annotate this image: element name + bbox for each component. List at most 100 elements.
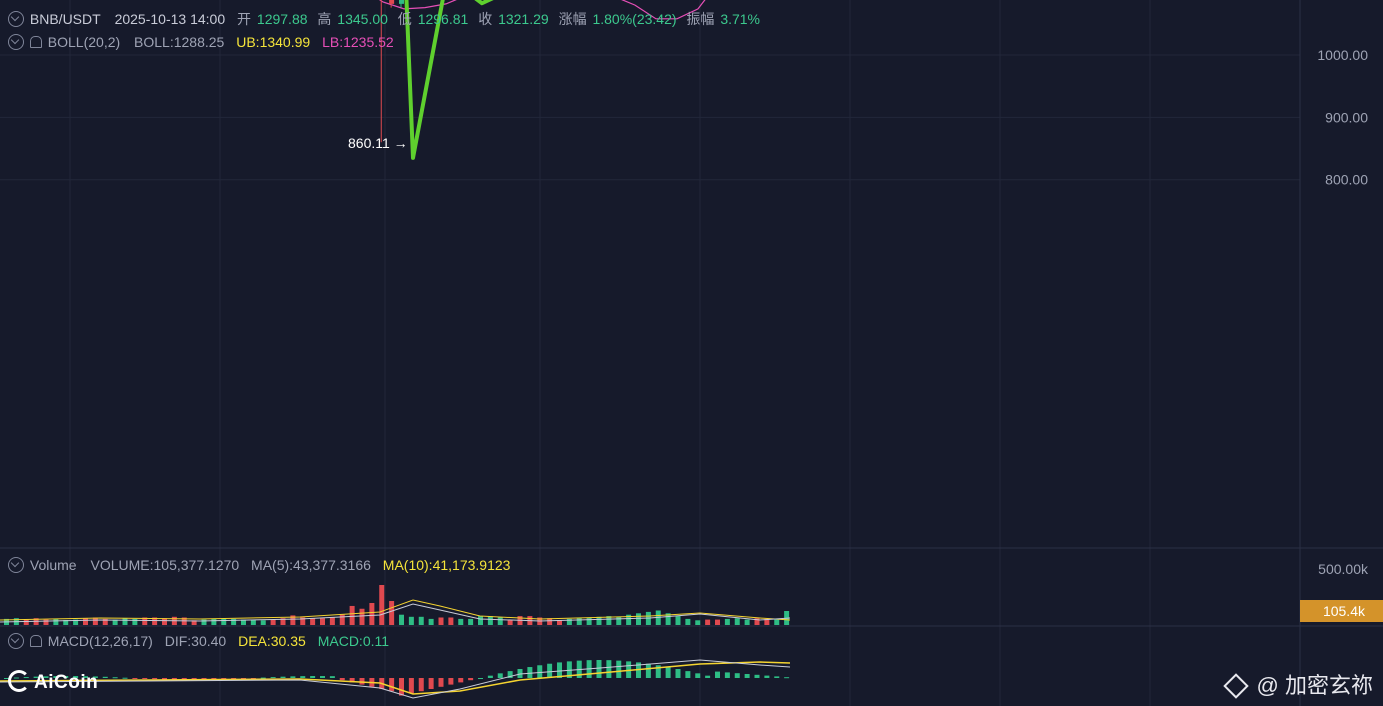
macd-histogram-bar <box>359 678 365 685</box>
volume-bar <box>290 615 296 625</box>
macd-histogram-bar <box>695 673 701 678</box>
macd-histogram-bar <box>112 677 118 679</box>
macd-histogram-bar <box>389 678 395 692</box>
macd-histogram-bar <box>665 667 671 678</box>
macd-histogram-bar <box>53 676 59 678</box>
macd-histogram-bar <box>92 676 98 678</box>
macd-histogram-bar <box>724 672 730 678</box>
volume-bar <box>468 618 474 625</box>
macd-histogram-bar <box>527 667 533 678</box>
macd-histogram-bar <box>320 676 325 678</box>
volume-bar <box>764 618 770 625</box>
bell-icon[interactable] <box>29 36 42 48</box>
volume-bar <box>211 618 217 625</box>
volume-bar <box>379 585 385 625</box>
macd-histogram-bar <box>754 674 760 678</box>
volume-bar <box>596 616 602 625</box>
macd-histogram-bar <box>596 660 602 678</box>
macd-histogram-bar <box>774 676 780 678</box>
volume-bar <box>606 616 612 625</box>
macd-histogram-bar <box>122 677 128 679</box>
volume-bar <box>428 618 434 625</box>
amp-value: 3.71% <box>720 11 761 27</box>
collapse-icon[interactable] <box>8 34 24 50</box>
macd-histogram-bar <box>250 678 256 679</box>
y-axis-tick-label: 800.00 <box>1325 172 1368 188</box>
macd-histogram-bar <box>300 676 306 678</box>
volume-bar <box>418 616 424 625</box>
pair-label: BNB/USDT <box>29 11 101 27</box>
macd-histogram-bar <box>339 678 345 681</box>
macd-histogram-bar <box>734 673 740 678</box>
aicoin-logo-text: AiCoin <box>34 672 99 693</box>
volume-bar <box>636 613 641 625</box>
macd-histogram-bar <box>181 678 187 680</box>
bell-icon[interactable] <box>29 635 42 647</box>
macd-histogram-bar <box>655 665 661 678</box>
amp-label: 振幅 <box>686 11 715 27</box>
macd-legend: MACD(12,26,17) DIF:30.40 DEA:30.35 MACD:… <box>8 632 391 650</box>
macd-histogram-bar <box>132 678 138 679</box>
y-axis-tick-label: 1000.00 <box>1317 47 1368 63</box>
datetime-label: 2025-10-13 14:00 <box>114 11 226 27</box>
volume-bar <box>53 618 59 625</box>
collapse-icon[interactable] <box>8 557 24 573</box>
macd-histogram-bar <box>171 678 177 680</box>
macd-histogram-bar <box>329 676 335 678</box>
volume-bar <box>724 618 730 625</box>
macd-histogram-bar <box>438 678 444 687</box>
volume-bar <box>221 618 227 625</box>
volume-bar <box>300 617 306 625</box>
volume-bar <box>507 620 513 625</box>
volume-bar <box>497 617 503 625</box>
volume-value: VOLUME:105,377.1270 <box>90 557 240 573</box>
macd-histogram-bar <box>685 671 691 678</box>
boll-ub-value: UB:1340.99 <box>236 34 311 50</box>
volume-ma5-line <box>0 603 791 623</box>
boll-lb-value: LB:1235.52 <box>322 34 394 50</box>
collapse-icon[interactable] <box>8 633 24 649</box>
macd-histogram-bar <box>310 676 316 678</box>
macd-histogram-bar <box>616 660 622 678</box>
aicoin-logo: AiCoin <box>8 670 98 694</box>
volume-bar <box>250 619 256 625</box>
macd-histogram-bar <box>231 678 237 680</box>
volume-bar <box>576 618 582 625</box>
volume-ma5: MA(5):43,377.3166 <box>251 557 371 573</box>
volume-bar <box>715 619 720 625</box>
volume-bar <box>705 619 711 625</box>
macd-histogram-bar <box>260 677 266 679</box>
volume-bar <box>774 619 780 625</box>
volume-bar <box>586 617 592 625</box>
volume-bar <box>754 618 760 625</box>
macd-histogram-bar <box>83 676 88 678</box>
volume-bar <box>557 620 562 625</box>
volume-bar <box>162 618 167 625</box>
volume-bar <box>566 618 572 625</box>
macd-value: MACD:0.11 <box>317 633 390 649</box>
volume-bar <box>438 617 444 625</box>
macd-histogram-bar <box>102 676 108 678</box>
volume-tag-label: 105.4k <box>1323 603 1366 619</box>
collapse-icon[interactable] <box>8 11 24 27</box>
change-label: 涨幅 <box>558 11 587 27</box>
volume-bar <box>675 616 681 625</box>
volume-bar <box>201 619 207 625</box>
macd-dea-line <box>0 661 791 695</box>
boll-label: BOLL(20,2) <box>47 34 121 50</box>
watermark: @ 加密玄祢 <box>1222 668 1373 700</box>
volume-bar <box>626 614 632 625</box>
volume-bar <box>487 616 493 625</box>
volume-bar <box>349 605 355 625</box>
aicoin-logo-icon <box>8 670 30 692</box>
macd-histogram-bar <box>162 678 167 680</box>
candle-body <box>389 0 395 4</box>
volume-bar <box>458 618 464 625</box>
boll-legend: BOLL(20,2) BOLL:1288.25 UB:1340.99 LB:12… <box>8 33 396 51</box>
macd-histogram-bar <box>418 678 424 692</box>
volume-bar <box>695 620 701 625</box>
volume-bar <box>231 618 237 625</box>
macd-histogram-bar <box>478 678 483 679</box>
volume-bar <box>665 613 671 625</box>
